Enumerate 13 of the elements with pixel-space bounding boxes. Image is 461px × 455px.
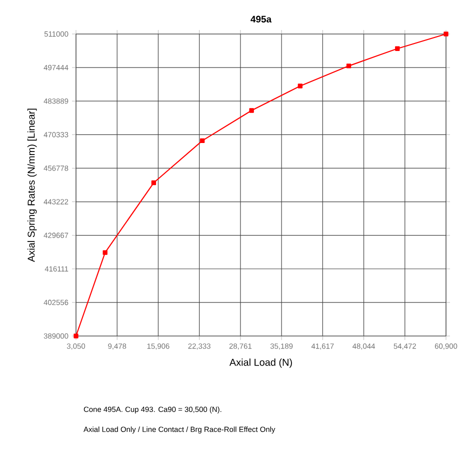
y-axis-title: Axial Spring Rates (N/mm) [Linear] bbox=[27, 108, 37, 262]
point bbox=[298, 84, 303, 88]
point bbox=[249, 108, 254, 113]
point bbox=[395, 46, 400, 51]
chart-title: 495a bbox=[250, 16, 272, 23]
point bbox=[346, 64, 352, 68]
point bbox=[74, 334, 78, 338]
point bbox=[102, 250, 108, 255]
point bbox=[151, 180, 156, 186]
x-axis-title: Axial Load (N) bbox=[229, 358, 292, 368]
point bbox=[444, 32, 448, 36]
point bbox=[200, 138, 205, 144]
line-series bbox=[74, 32, 448, 338]
